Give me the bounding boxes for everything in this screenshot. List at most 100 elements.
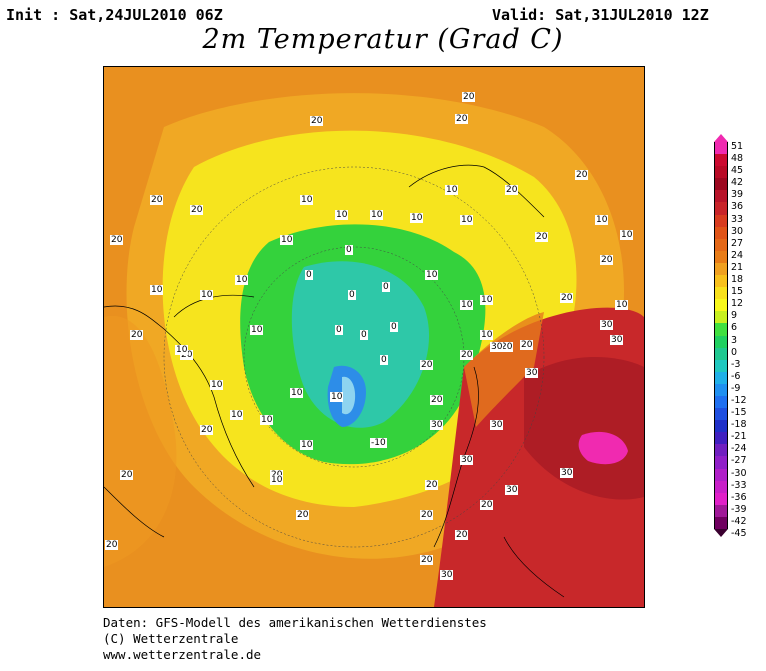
isotherm-label: 20 [296,510,310,520]
colorbar-segment [714,420,728,433]
colorbar-segment [714,299,728,312]
isotherm-label: 10 [260,415,274,425]
isotherm-label: 20 [575,170,589,180]
isotherm-label: 10 [370,210,384,220]
colorbar-tick-label: 30 [731,225,744,237]
colorbar-segment [714,371,728,384]
footer-website: www.wetterzentrale.de [103,647,262,662]
colorbar-segment [714,166,728,179]
isotherm-label: 10 [445,185,459,195]
footer-source: Daten: GFS-Modell des amerikanischen Wet… [103,615,487,630]
isotherm-label: 10 [330,392,344,402]
isotherm-label: 20 [520,340,534,350]
colorbar-tick-label: -15 [731,407,747,419]
colorbar-tick-label: -27 [731,455,747,467]
colorbar-segment [714,275,728,288]
init-time: Init : Sat,24JUL2010 06Z [6,6,223,24]
isotherm-label: 30 [600,320,614,330]
isotherm-label: 20 [480,500,494,510]
colorbar-tick-label: 21 [731,261,744,273]
isotherm-label: 20 [130,330,144,340]
colorbar-segment [714,516,728,529]
colorbar-tick-label: 39 [731,189,744,201]
colorbar-tick-label: -18 [731,419,747,431]
isotherm-label: 0 [360,330,368,340]
colorbar-tick-label: 33 [731,213,744,225]
isotherm-label: 10 [150,285,164,295]
isotherm-label: 10 [230,410,244,420]
isotherm-label: 0 [335,325,343,335]
colorbar-tick-label: 51 [731,141,744,152]
temperature-map [103,66,645,608]
isotherm-label: 20 [505,185,519,195]
colorbar-segment [714,190,728,203]
isotherm-label: 10 [210,380,224,390]
isotherm-label: 30 [440,570,454,580]
colorbar-segment [714,444,728,457]
isotherm-label: 10 [235,275,249,285]
colorbar-tick-label: 9 [731,310,738,322]
isotherm-label: 20 [420,510,434,520]
isotherm-label: 20 [535,232,549,242]
colorbar-ticks: 51 48 45 42 39 36 33 30 27 24 21 18 15 12 9 6 3 0 -3 -6 -9 -1… [731,141,747,540]
colorbar-tick-label: -21 [731,431,747,443]
isotherm-label: 10 [425,270,439,280]
colorbar-tick-label: -6 [731,370,741,382]
isotherm-label: 10 [410,213,424,223]
isotherm-label: 0 [348,290,356,300]
isotherm-label: 20 [200,425,214,435]
colorbar-segment [714,335,728,348]
colorbar-tick-label: -36 [731,491,747,503]
colorbar [714,134,728,537]
colorbar-tick-label: 24 [731,249,744,261]
isotherm-label: 0 [305,270,313,280]
colorbar-segment [714,383,728,396]
footer-copyright: (C) Wetterzentrale [103,631,239,646]
colorbar-segment [714,456,728,469]
colorbar-tick-label: 0 [731,346,738,358]
isotherm-label: 20 [110,235,124,245]
isotherm-label: 0 [382,282,390,292]
isotherm-label: -10 [370,438,387,448]
colorbar-tick-label: -24 [731,443,747,455]
isotherm-label: 20 [560,293,574,303]
temperature-field [104,67,644,607]
isotherm-label: 20 [105,540,119,550]
colorbar-segment [714,408,728,421]
colorbar-tick-label: -3 [731,358,741,370]
colorbar-tick-label: -30 [731,467,747,479]
isotherm-label: 20 [425,480,439,490]
colorbar-segment [714,226,728,239]
isotherm-label: 30 [430,420,444,430]
isotherm-label: 10 [290,388,304,398]
isotherm-label: 20 [150,195,164,205]
colorbar-segment [714,492,728,505]
colorbar-tick-label: 12 [731,298,744,310]
isotherm-label: 20 [455,114,469,124]
isotherm-label: 20 [420,360,434,370]
isotherm-label: 0 [380,355,388,365]
colorbar-tick-label: -42 [731,515,747,527]
colorbar-tick-label: 15 [731,286,744,298]
isotherm-label: 10 [335,210,349,220]
isotherm-label: 10 [460,215,474,225]
colorbar-tick-label: 36 [731,201,744,213]
colorbar-segment [714,262,728,276]
isotherm-label: 10 [280,235,294,245]
colorbar-segment [714,323,728,336]
colorbar-tick-label: -12 [731,394,747,406]
colorbar-tick-label: 18 [731,274,744,286]
colorbar-tick-label: 27 [731,237,744,249]
colorbar-tick-label: -9 [731,382,741,394]
colorbar-segment [714,214,728,227]
colorbar-tick-label: -33 [731,479,747,491]
colorbar-segment [714,154,728,167]
isotherm-label: 10 [300,440,314,450]
colorbar-segment [714,468,728,481]
colorbar-tick-label: 48 [731,153,744,165]
isotherm-label: 20 [310,116,324,126]
isotherm-label: 20 [120,470,134,480]
colorbar-segment [714,250,728,263]
isotherm-label: 10 [480,330,494,340]
isotherm-label: 10 [175,345,189,355]
